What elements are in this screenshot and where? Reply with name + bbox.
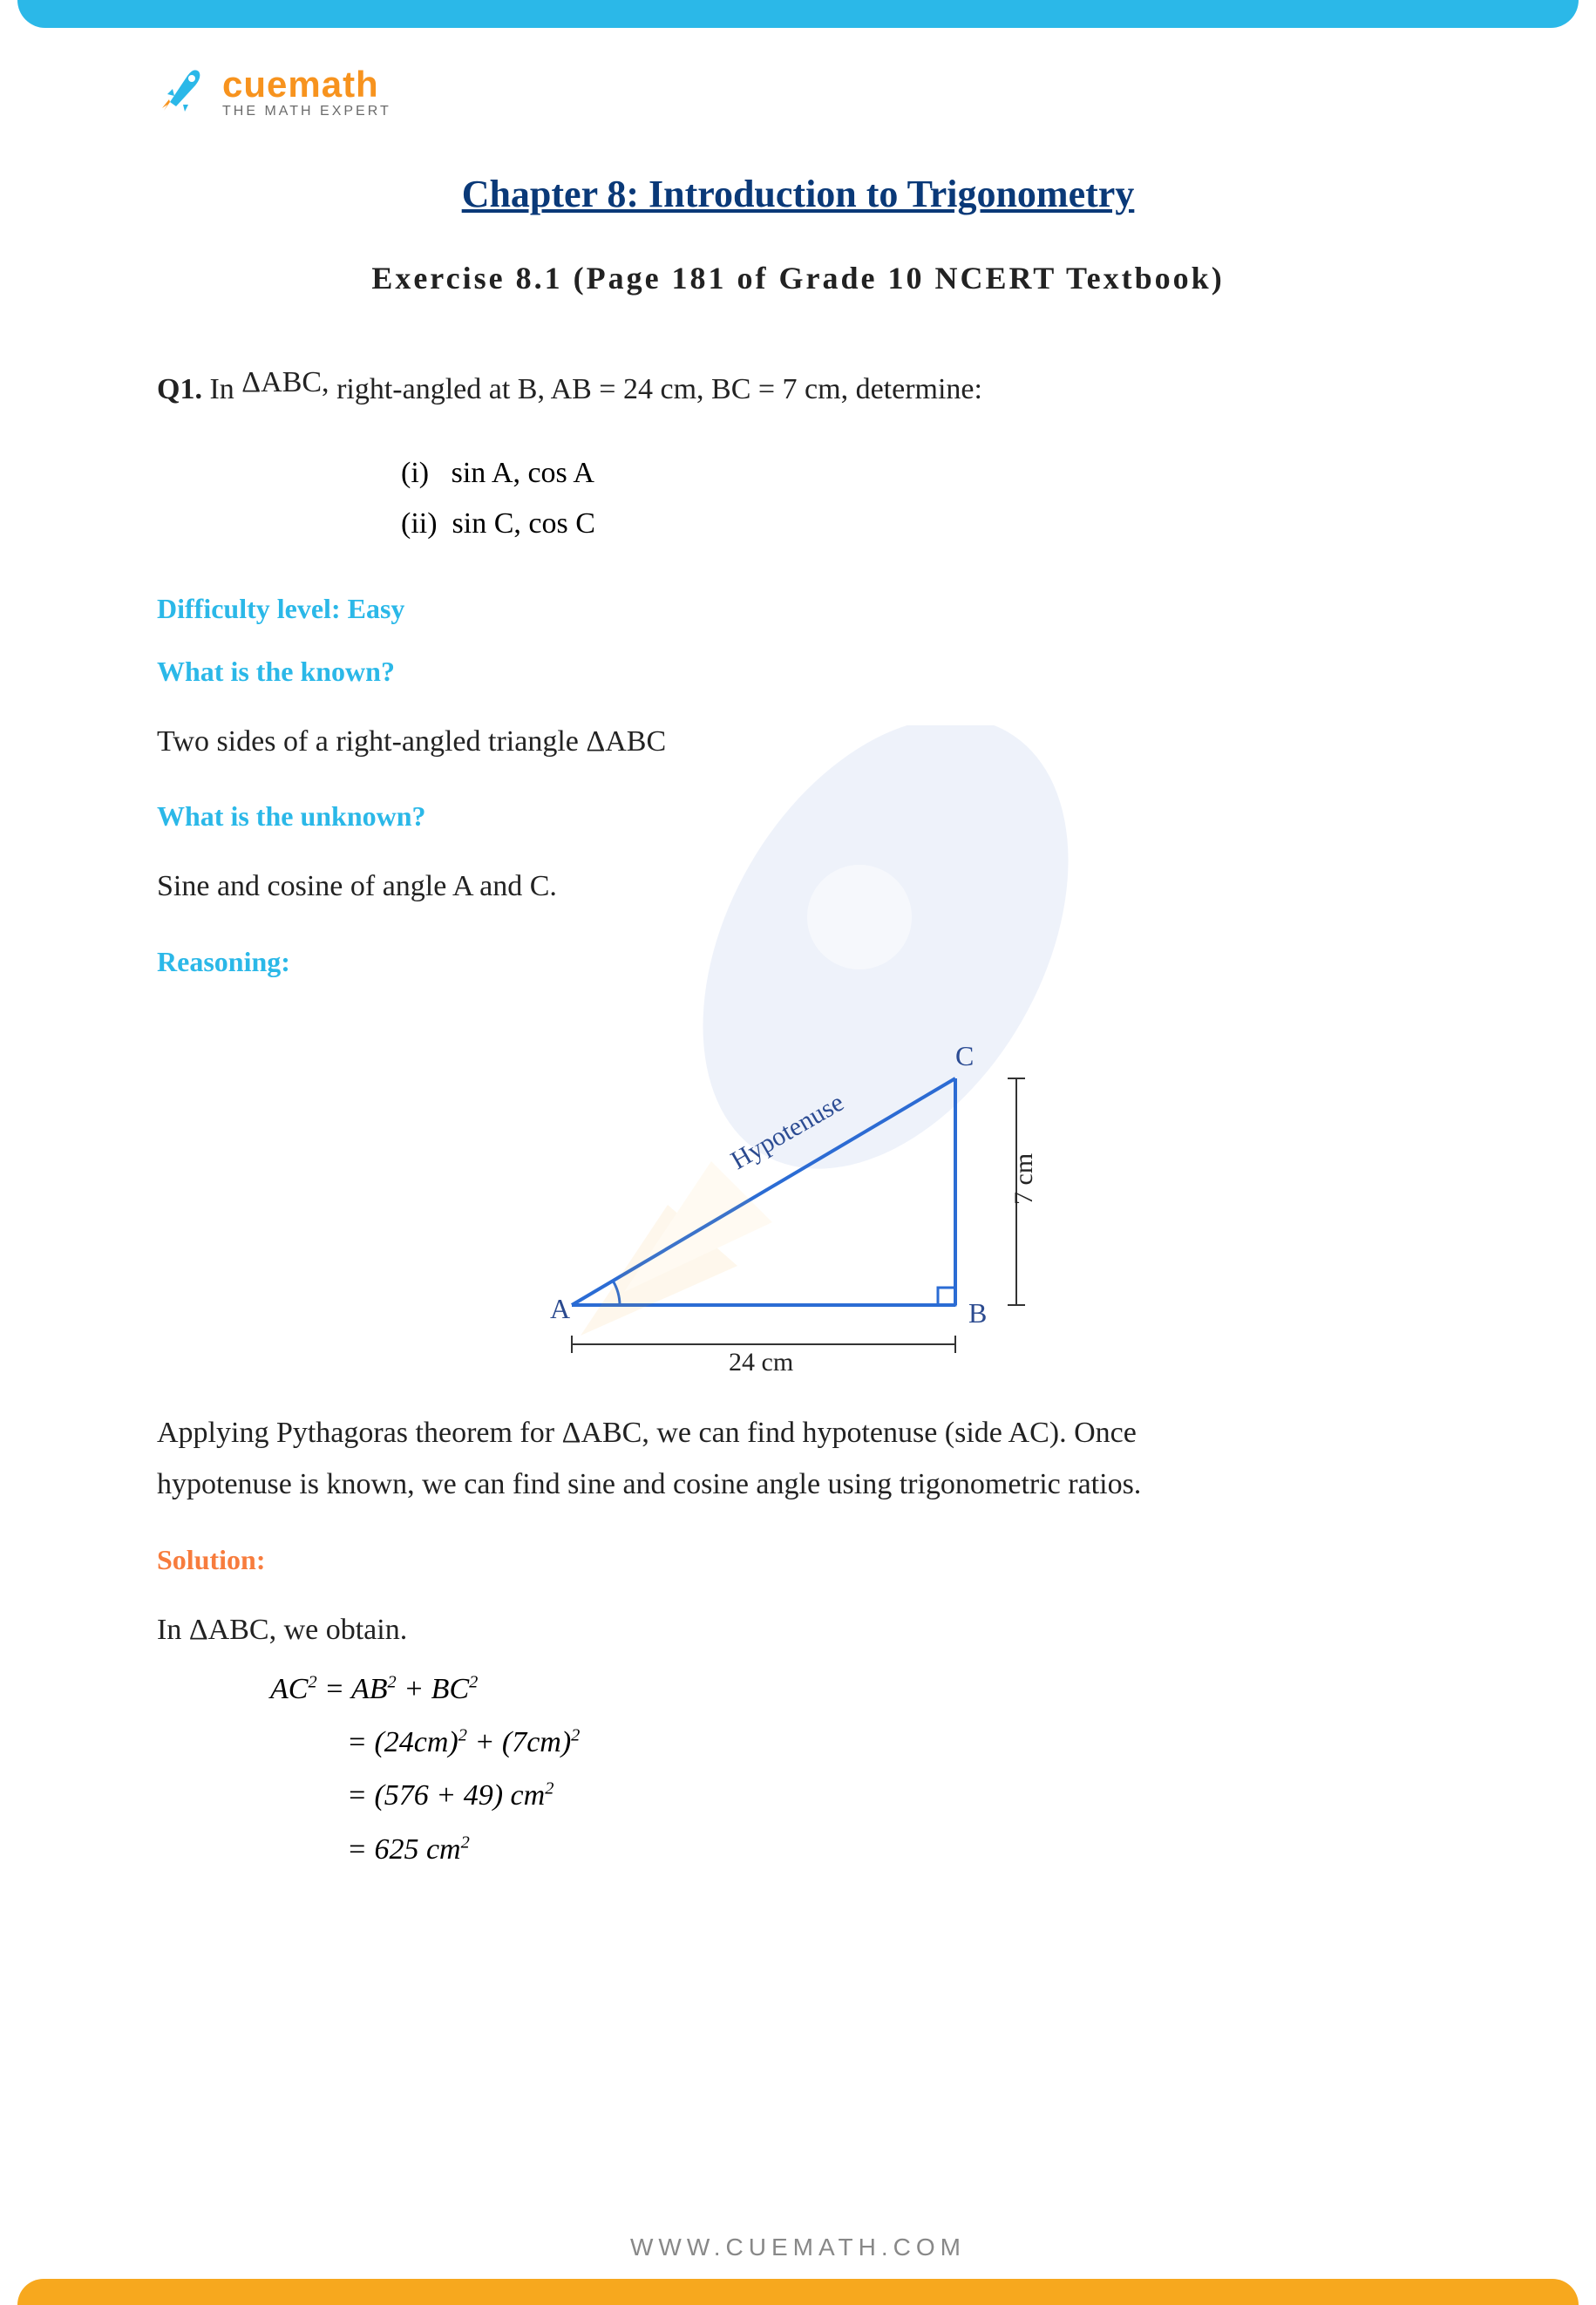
options-block: (i) sin A, cos A (ii) sin C, cos C (401, 448, 1439, 549)
chapter-title: Chapter 8: Introduction to Trigonometry (157, 172, 1439, 216)
math-line-2: = (24cm)2 + (7cm)2 (347, 1716, 1439, 1769)
height-measure-label: 7 cm (1009, 1153, 1038, 1205)
exercise-title: Exercise 8.1 (Page 181 of Grade 10 NCERT… (157, 260, 1439, 296)
known-label: What is the known? (157, 656, 1439, 688)
logo-text: cuemath THE MATH EXPERT (222, 64, 391, 119)
unknown-label: What is the unknown? (157, 800, 1439, 833)
page-wrapper: cuemath THE MATH EXPERT Chapter 8: Intro… (0, 0, 1596, 2305)
option-i: (i) sin A, cos A (401, 448, 1439, 499)
vertex-b-label: B (968, 1297, 987, 1329)
known-text: Two sides of a right-angled triangle ΔAB… (157, 718, 1439, 765)
brand-name: cuemath (222, 64, 391, 105)
bottom-accent-bar (17, 2279, 1579, 2305)
reasoning-text-1: Applying Pythagoras theorem for ΔABC, we… (157, 1410, 1439, 1457)
solution-intro: In ΔABC, we obtain. (157, 1607, 1439, 1654)
vertex-a-label: A (550, 1293, 570, 1324)
page-content: cuemath THE MATH EXPERT Chapter 8: Intro… (26, 28, 1570, 2207)
logo-block: cuemath THE MATH EXPERT (157, 63, 1439, 119)
question-text: Q1. In ΔABC, right-angled at B, AB = 24 … (157, 366, 1439, 413)
question-prefix: In (202, 373, 241, 405)
footer-url: WWW.CUEMATH.COM (0, 2207, 1596, 2279)
option-ii: (ii) sin C, cos C (401, 499, 1439, 549)
math-line-1: AC2 = AB2 + BC2 (270, 1662, 1439, 1716)
question-label: Q1. (157, 373, 202, 405)
solution-label: Solution: (157, 1544, 1439, 1576)
triangle-diagram: A B C Hypotenuse 24 cm 7 cm (157, 1009, 1439, 1375)
option-i-label: (i) (401, 457, 429, 489)
math-line-3: = (576 + 49) cm2 (347, 1769, 1439, 1822)
option-ii-text: sin C, cos C (452, 507, 595, 540)
rocket-icon (157, 63, 209, 119)
option-i-text: sin A, cos A (452, 457, 594, 489)
hypotenuse-label: Hypotenuse (726, 1088, 849, 1175)
option-ii-label: (ii) (401, 507, 438, 540)
difficulty-label: Difficulty level: Easy (157, 593, 1439, 625)
reasoning-label: Reasoning: (157, 946, 1439, 978)
brand-tagline: THE MATH EXPERT (222, 104, 391, 119)
reasoning-text-2: hypotenuse is known, we can find sine an… (157, 1461, 1439, 1508)
vertex-c-label: C (955, 1040, 974, 1071)
question-triangle: ΔABC, (241, 366, 329, 398)
top-accent-bar (17, 0, 1579, 28)
unknown-text: Sine and cosine of angle A and C. (157, 863, 1439, 910)
solution-math-block: AC2 = AB2 + BC2 = (24cm)2 + (7cm)2 = (57… (270, 1662, 1439, 1876)
math-line-4: = 625 cm2 (347, 1823, 1439, 1876)
question-body: right-angled at B, AB = 24 cm, BC = 7 cm… (329, 373, 982, 405)
base-measure-label: 24 cm (729, 1348, 793, 1375)
